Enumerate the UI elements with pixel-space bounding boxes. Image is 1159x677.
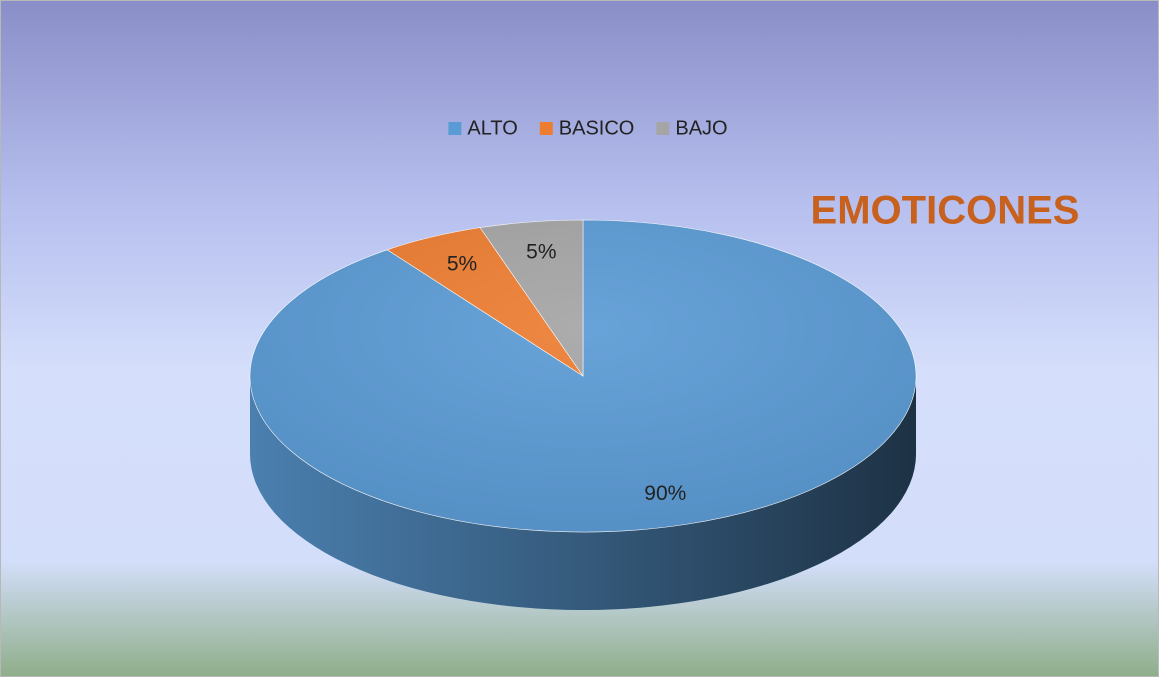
legend-swatch [656, 122, 670, 135]
legend-label: BASICO [559, 117, 635, 139]
legend-swatch [448, 122, 462, 135]
data-label: 5% [526, 240, 556, 263]
legend-label: BAJO [675, 117, 727, 139]
data-label: 90% [644, 482, 686, 505]
side-shade [250, 376, 916, 610]
data-label: 5% [447, 252, 477, 275]
legend-swatch [539, 122, 553, 135]
chart-title: EMOTICONES [811, 189, 1080, 233]
legend-label: ALTO [467, 117, 517, 139]
